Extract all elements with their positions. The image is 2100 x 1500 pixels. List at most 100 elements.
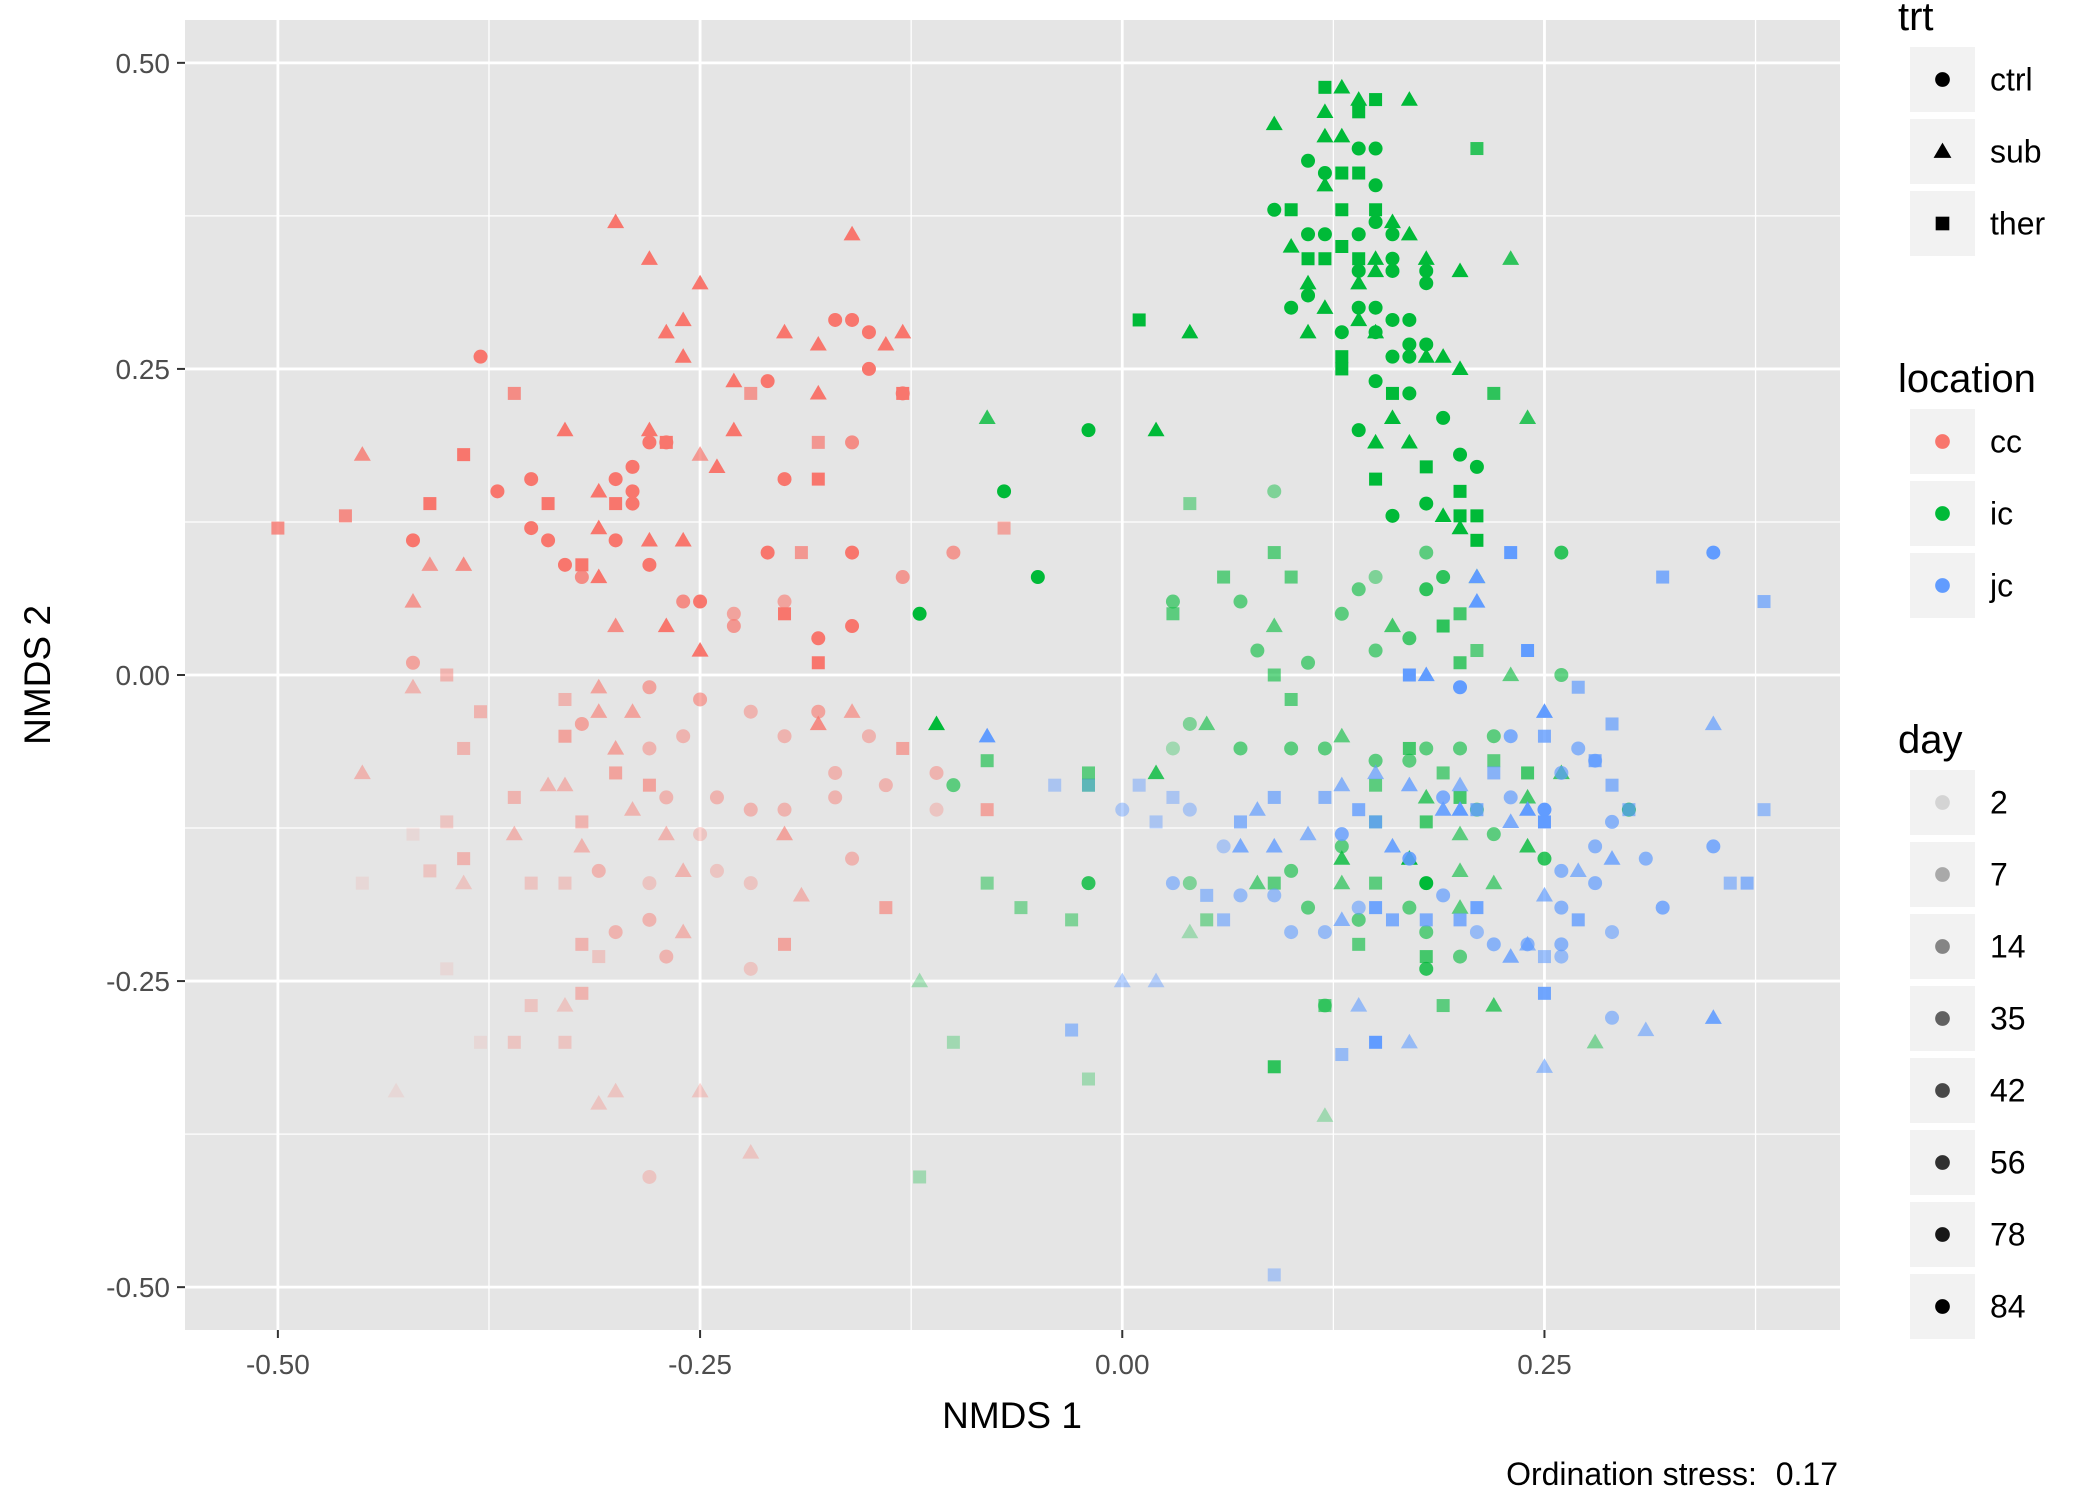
data-point-cc — [404, 678, 422, 694]
data-point-ic — [1081, 778, 1095, 792]
data-point-ic — [1451, 519, 1469, 535]
data-point-ic — [1369, 472, 1383, 486]
data-point-cc — [726, 606, 741, 621]
data-point-ic — [1316, 299, 1334, 314]
data-point-cc — [828, 765, 843, 780]
data-point-ic — [1267, 1060, 1281, 1074]
data-point-ic — [1402, 900, 1417, 915]
data-point-cc — [440, 668, 454, 682]
data-point-jc — [1299, 825, 1317, 841]
data-point-ic — [1182, 876, 1197, 891]
data-point-ic — [1333, 127, 1351, 143]
data-point-cc — [674, 862, 692, 878]
legend-label-day: 2 — [1990, 785, 2008, 821]
data-point-cc — [895, 570, 910, 585]
data-point-cc — [556, 776, 574, 792]
legend-alpha-dot — [1935, 1227, 1950, 1242]
data-point-cc — [575, 815, 589, 829]
legend-alpha-dot — [1935, 1155, 1950, 1170]
data-point-cc — [709, 790, 724, 805]
data-point-ic — [1368, 215, 1383, 230]
axes: -0.50 -0.25 0.00 0.25 0.50 0.25 0.00 -0.25 -0.50 — [106, 48, 1572, 1380]
data-point-ic — [1419, 961, 1434, 976]
x-tick-label: -0.50 — [246, 1349, 310, 1380]
data-point-cc — [405, 655, 420, 670]
data-point-ic — [1419, 276, 1434, 291]
ordination-stress-caption: Ordination stress: 0.17 — [1506, 1456, 1838, 1492]
data-point-ic — [1368, 178, 1383, 193]
x-tick-label: 0.00 — [1095, 1349, 1150, 1380]
data-point-jc — [1503, 729, 1518, 744]
data-point-cc — [845, 851, 860, 866]
legend-color-dot — [1935, 434, 1950, 449]
data-point-ic — [1334, 839, 1349, 854]
data-point-ic — [1367, 433, 1385, 449]
data-point-jc — [1470, 803, 1484, 817]
data-point-cc — [590, 1095, 608, 1110]
data-point-jc — [1638, 851, 1653, 866]
data-point-cc — [490, 484, 505, 499]
data-point-ic — [1351, 582, 1366, 597]
data-point-cc — [778, 937, 792, 951]
data-point-jc — [1367, 764, 1385, 780]
data-point-cc — [725, 372, 743, 388]
data-point-cc — [455, 874, 473, 890]
data-point-jc — [1535, 886, 1553, 902]
data-point-jc — [1622, 803, 1636, 817]
data-point-cc — [659, 949, 674, 964]
data-point-ic — [1436, 410, 1451, 425]
legend-alpha-dot — [1935, 1011, 1950, 1026]
data-point-cc — [691, 274, 709, 290]
data-point-cc — [524, 472, 539, 487]
data-point-cc — [607, 617, 625, 633]
legend-key-background — [1910, 770, 1975, 835]
data-point-ic — [1419, 741, 1434, 756]
data-point-cc — [642, 876, 657, 891]
data-point-jc — [1470, 901, 1484, 915]
legend-color-dot — [1935, 578, 1950, 593]
legend-label-day: 7 — [1990, 857, 2008, 893]
data-point-ic — [1318, 252, 1332, 266]
data-point-jc — [1535, 1058, 1553, 1073]
data-point-cc — [879, 901, 893, 915]
data-point-ic — [1451, 899, 1469, 914]
data-point-jc — [1757, 595, 1771, 609]
x-tick-label: -0.25 — [668, 1349, 732, 1380]
data-point-cc — [693, 594, 708, 609]
data-point-ic — [1402, 337, 1417, 352]
legend-alpha-dot — [1935, 795, 1950, 810]
data-point-jc — [1147, 972, 1165, 988]
data-point-cc — [457, 852, 471, 866]
data-point-jc — [1571, 741, 1586, 756]
data-point-cc — [691, 1082, 709, 1098]
data-point-ic — [1335, 239, 1349, 253]
data-point-cc — [777, 472, 792, 487]
data-point-cc — [743, 704, 758, 719]
legend-symbol-square — [1935, 216, 1950, 231]
data-point-jc — [1605, 925, 1620, 940]
data-point-cc — [558, 729, 572, 743]
data-point-jc — [1605, 778, 1619, 792]
data-point-cc — [980, 803, 994, 817]
stress-value: 0.17 — [1776, 1456, 1838, 1492]
data-point-jc — [1453, 680, 1468, 695]
data-point-ic — [1368, 141, 1383, 156]
data-point-ic — [1419, 337, 1434, 352]
data-point-ic — [1181, 323, 1199, 339]
data-point-ic — [1233, 741, 1248, 756]
data-point-cc — [659, 790, 674, 805]
data-point-cc — [691, 642, 709, 657]
data-point-ic — [1436, 999, 1450, 1013]
data-point-ic — [1267, 484, 1282, 499]
data-point-ic — [1502, 666, 1520, 682]
data-point-cc — [674, 311, 692, 327]
data-point-ic — [1333, 850, 1351, 865]
data-point-cc — [742, 1143, 760, 1159]
data-point-jc — [1605, 717, 1619, 731]
data-point-cc — [843, 703, 861, 718]
data-point-ic — [1165, 741, 1180, 756]
data-point-ic — [1402, 631, 1417, 646]
data-point-ic — [1419, 582, 1434, 597]
data-point-ic — [1335, 350, 1349, 364]
data-point-ic — [1301, 900, 1316, 915]
